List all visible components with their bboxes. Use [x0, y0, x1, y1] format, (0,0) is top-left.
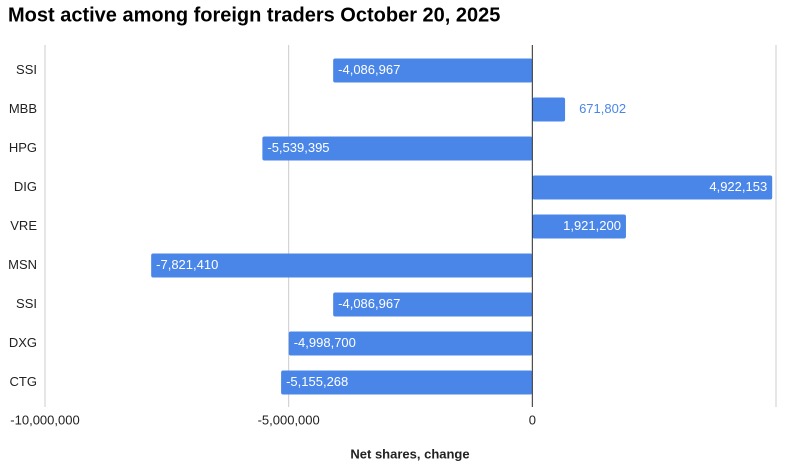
- bar: [151, 253, 533, 278]
- value-label: 4,922,153: [709, 179, 767, 194]
- y-tick-label: HPG: [9, 140, 37, 155]
- bar: [333, 292, 533, 317]
- bar: [333, 58, 533, 83]
- y-tick-label: DIG: [14, 179, 37, 194]
- y-tick-label: CTG: [10, 374, 37, 389]
- value-label: 671,802: [579, 101, 626, 116]
- x-axis-title: Net shares, change: [350, 446, 469, 461]
- bar: [532, 175, 773, 200]
- bar: [532, 214, 626, 239]
- y-tick-label: SSI: [16, 296, 37, 311]
- bar: [262, 136, 533, 161]
- value-label: -7,821,410: [156, 257, 218, 272]
- value-label: 1,921,200: [563, 218, 621, 233]
- value-label: -4,086,967: [338, 296, 400, 311]
- value-label: -5,539,395: [267, 140, 329, 155]
- y-tick-label: SSI: [16, 62, 37, 77]
- value-label: -4,998,700: [294, 335, 356, 350]
- x-tick-label: -5,000,000: [258, 412, 320, 427]
- y-tick-label: VRE: [10, 218, 37, 233]
- x-tick-label: 0: [529, 412, 536, 427]
- y-tick-label: MBB: [9, 101, 37, 116]
- bar: [532, 97, 566, 122]
- value-label: -4,086,967: [338, 62, 400, 77]
- x-tick-label: -10,000,000: [10, 412, 79, 427]
- bar: [288, 331, 533, 356]
- y-tick-label: MSN: [8, 257, 37, 272]
- value-label: -5,155,268: [286, 374, 348, 389]
- bar: [281, 370, 533, 395]
- y-tick-label: DXG: [9, 335, 37, 350]
- chart-title: Most active among foreign traders Octobe…: [8, 4, 500, 26]
